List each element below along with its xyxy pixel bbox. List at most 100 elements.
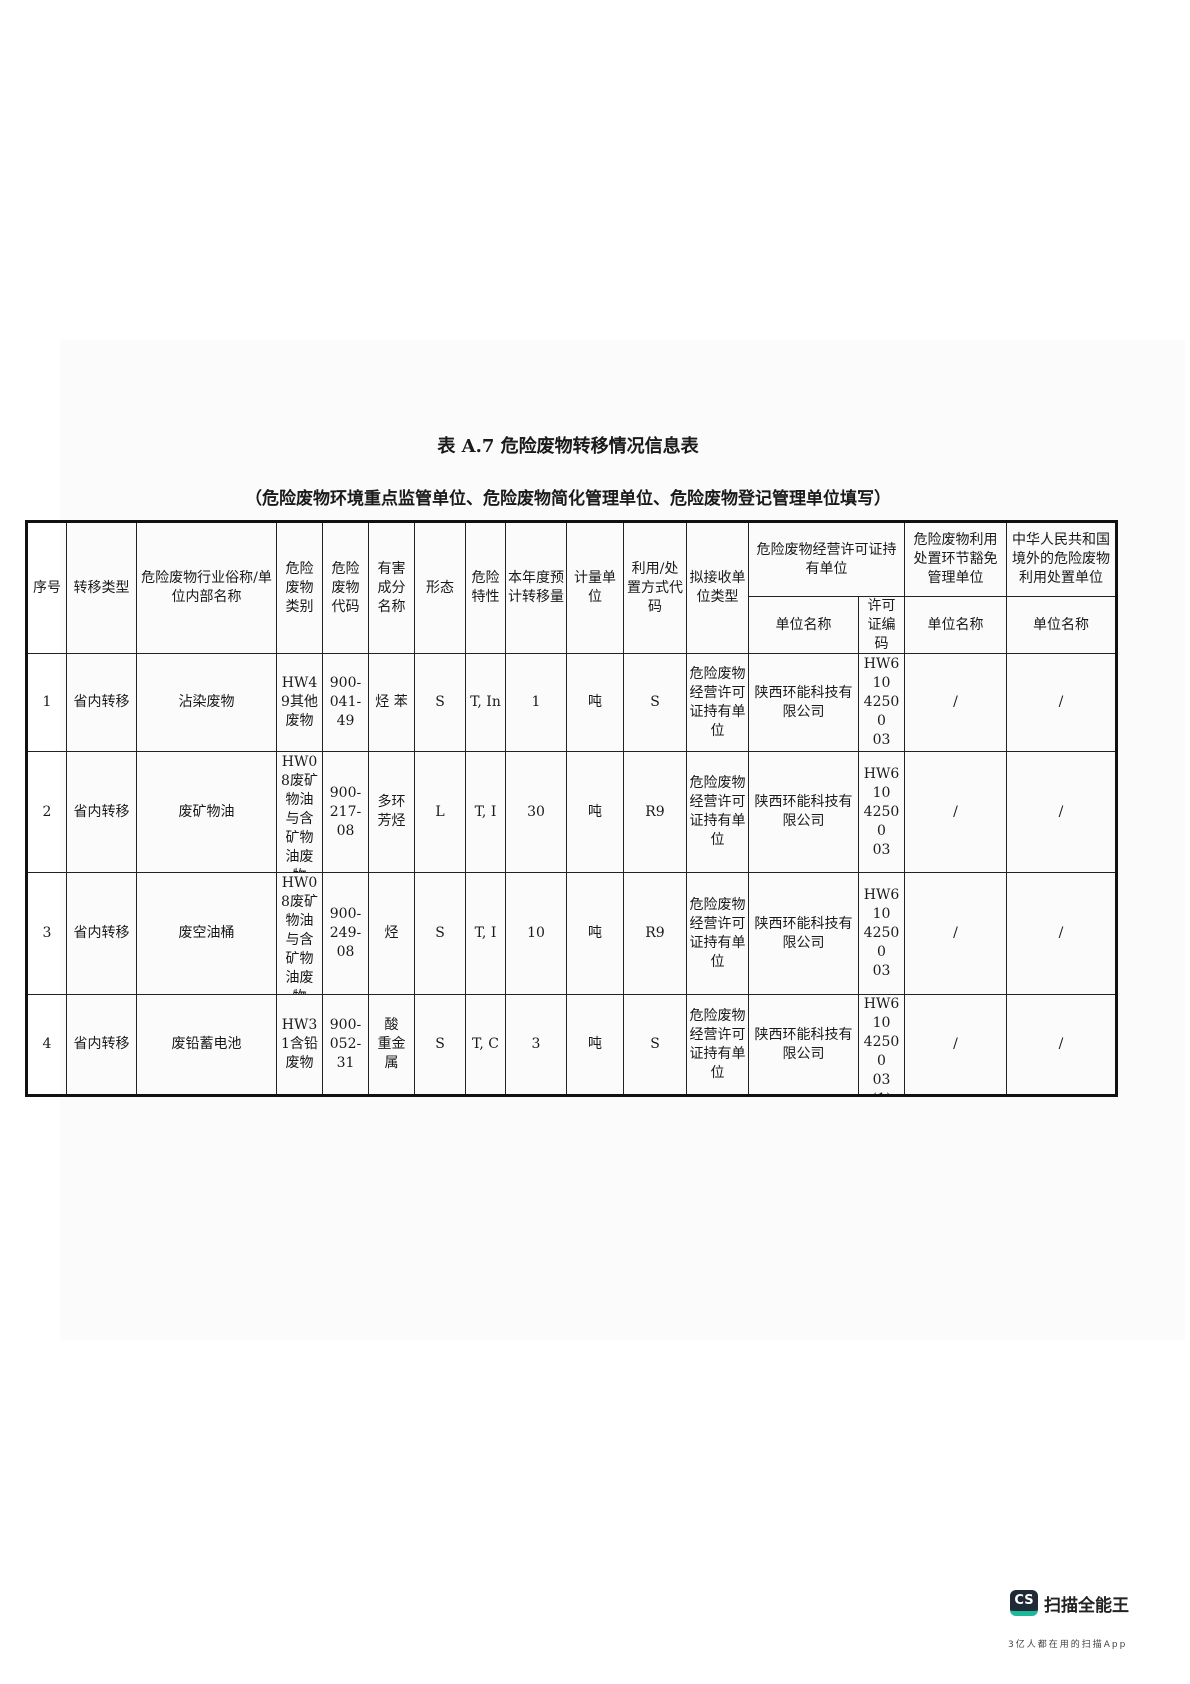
- cell-text: /: [1058, 925, 1064, 941]
- cell-text: HW610 42500 03: [863, 887, 900, 979]
- cell-method: R9: [623, 751, 687, 873]
- cell-permit-code: HW610 42500 03: [858, 751, 905, 873]
- table-subtitle: （危险废物环境重点监管单位、危险废物简化管理单位、危险废物登记管理单位填写）: [245, 489, 891, 509]
- cell-text: 危险废物经营许可证持有单位: [689, 896, 746, 970]
- cell-method: R9: [623, 872, 687, 995]
- cell-text: HW610 42500 03: [863, 765, 900, 858]
- cell-unit: 吨: [566, 751, 624, 873]
- header-row: 序号 转移类型 危险废物行业俗称/单位内部名称 危险废物类别 危险废物代码 有害…: [26, 521, 1117, 654]
- cell-harmful: 烃: [368, 872, 415, 995]
- cell-text: HW31含铅废物: [281, 1017, 318, 1071]
- cell-category: HW31含铅废物: [276, 994, 323, 1096]
- cell-text: S: [650, 1036, 660, 1052]
- cell-text: 危险废物经营许可证持有单位: [689, 665, 746, 739]
- cell-code: 900- 052- 31: [322, 994, 369, 1096]
- cell-permit-code: HW610 42500 03 (1): [858, 994, 905, 1096]
- cell-text: T, I: [474, 803, 497, 820]
- cell-text: 废矿物油: [178, 803, 235, 820]
- cell-code: 900- 217- 08: [322, 751, 369, 873]
- cell-text: 陕西环能科技有限公司: [754, 794, 853, 829]
- cell-foreign: /: [1006, 653, 1117, 752]
- header-permit-code: 许可证编码: [858, 596, 905, 654]
- cell-name: 废空油桶: [136, 872, 277, 995]
- table-row: 1 省内转移 沾染废物 HW49其他废物 900- 041- 49 烃 苯 S T, In 1 吨…: [26, 653, 1117, 752]
- cell-text: 4: [42, 1036, 52, 1052]
- table-title: 表 A.7 危险废物转移情况信息表: [437, 436, 699, 457]
- cell-text: T, I: [474, 925, 497, 941]
- cell-method: S: [623, 994, 687, 1096]
- cell-text: T, C: [472, 1036, 499, 1052]
- cell-form: S: [414, 994, 466, 1096]
- cell-hazard: T, In: [465, 653, 506, 752]
- cell-text: 沾染废物: [178, 694, 235, 710]
- header-permit-code-text: 许可证编码: [867, 598, 896, 652]
- cell-hazard: T, C: [465, 994, 506, 1096]
- cell-harmful: 多环芳烃: [368, 751, 415, 873]
- header-foreign-group: 中华人民共和国境外的危险废物利用处置单位: [1006, 521, 1117, 597]
- cell-code: 900- 249- 08: [322, 872, 369, 995]
- header-unit: 计量单位: [566, 521, 624, 654]
- cell-seq: 4: [26, 994, 67, 1096]
- table-row: 3 省内转移 废空油桶 HW08废矿物油与含矿物油废物 900- 249- 08 烃 S T,…: [26, 872, 1117, 995]
- cell-text: 陕西环能科技有限公司: [754, 915, 853, 951]
- cell-permit-unit: 陕西环能科技有限公司: [748, 653, 859, 752]
- cell-name: 废矿物油: [136, 751, 277, 873]
- cell-method: S: [623, 653, 687, 752]
- cell-hazard: T, I: [465, 751, 506, 873]
- scanner-watermark: CS 扫描全能王: [1010, 1590, 1129, 1616]
- cell-unit: 吨: [566, 653, 624, 752]
- cell-foreign: /: [1006, 994, 1117, 1096]
- cell-code: 900- 041- 49: [322, 653, 369, 752]
- header-foreign-unit-name: 单位名称: [1006, 596, 1117, 654]
- cell-text: /: [1058, 1036, 1064, 1052]
- cell-text: /: [953, 1036, 958, 1052]
- cell-text: HW08废矿物油与含矿物油废物: [281, 874, 318, 994]
- cell-text: 省内转移: [73, 1036, 130, 1052]
- cell-category: HW08废矿物油与含矿物油废物: [276, 872, 323, 995]
- cell-text: 多环芳烃: [377, 794, 406, 829]
- cell-text: S: [435, 694, 445, 710]
- cell-text: S: [435, 1036, 445, 1052]
- cell-text: 900- 249- 08: [329, 906, 362, 960]
- cell-form: L: [414, 751, 466, 873]
- header-hazard: 危险特性: [465, 521, 506, 654]
- cell-text: 吨: [588, 694, 602, 710]
- cell-text: 30: [527, 803, 545, 820]
- cell-text: HW610 42500 03: [863, 656, 900, 748]
- cell-permit-code: HW610 42500 03: [858, 872, 905, 995]
- cell-permit-unit: 陕西环能科技有限公司: [748, 751, 859, 873]
- cell-text: 陕西环能科技有限公司: [754, 684, 853, 720]
- cell-category: HW49其他废物: [276, 653, 323, 752]
- cell-text: /: [953, 803, 958, 820]
- header-exempt-unit-name: 单位名称: [904, 596, 1007, 654]
- header-receiver-type: 拟接收单位类型: [686, 521, 749, 654]
- cell-receiver-type: 危险废物经营许可证持有单位: [686, 653, 749, 752]
- cell-harmful: 烃 苯: [368, 653, 415, 752]
- cell-text: 烃: [384, 925, 399, 941]
- cell-transfer-type: 省内转移: [66, 751, 137, 873]
- cell-exempt: /: [904, 872, 1007, 995]
- header-subrow: 单位名称 许可证编码 单位名称 单位名称: [27, 596, 1117, 654]
- cell-text: 10: [527, 925, 545, 941]
- cell-form: S: [414, 872, 466, 995]
- cell-foreign: /: [1006, 751, 1117, 873]
- cell-transfer-type: 省内转移: [66, 872, 137, 995]
- cell-text: 1: [531, 694, 541, 710]
- cell-text: S: [650, 694, 660, 710]
- header-permit-group: 危险废物经营许可证持有单位: [748, 521, 905, 597]
- cell-text: 吨: [588, 1036, 602, 1052]
- cell-amount: 30: [505, 751, 567, 873]
- cell-text: 危险废物经营许可证持有单位: [689, 1007, 746, 1081]
- cell-text: 省内转移: [73, 803, 130, 820]
- cell-text: 废空油桶: [178, 925, 235, 941]
- cell-foreign: /: [1006, 872, 1117, 995]
- cell-hazard: T, I: [465, 872, 506, 995]
- cell-text: 吨: [588, 925, 602, 941]
- cell-text: 废铅蓄电池: [171, 1036, 242, 1052]
- cell-text: R9: [645, 925, 665, 941]
- cell-form: S: [414, 653, 466, 752]
- cell-text: T, In: [470, 694, 501, 710]
- header-transfer-type: 转移类型: [66, 521, 137, 654]
- cell-text: 烃 苯: [375, 694, 408, 710]
- cell-transfer-type: 省内转移: [66, 653, 137, 752]
